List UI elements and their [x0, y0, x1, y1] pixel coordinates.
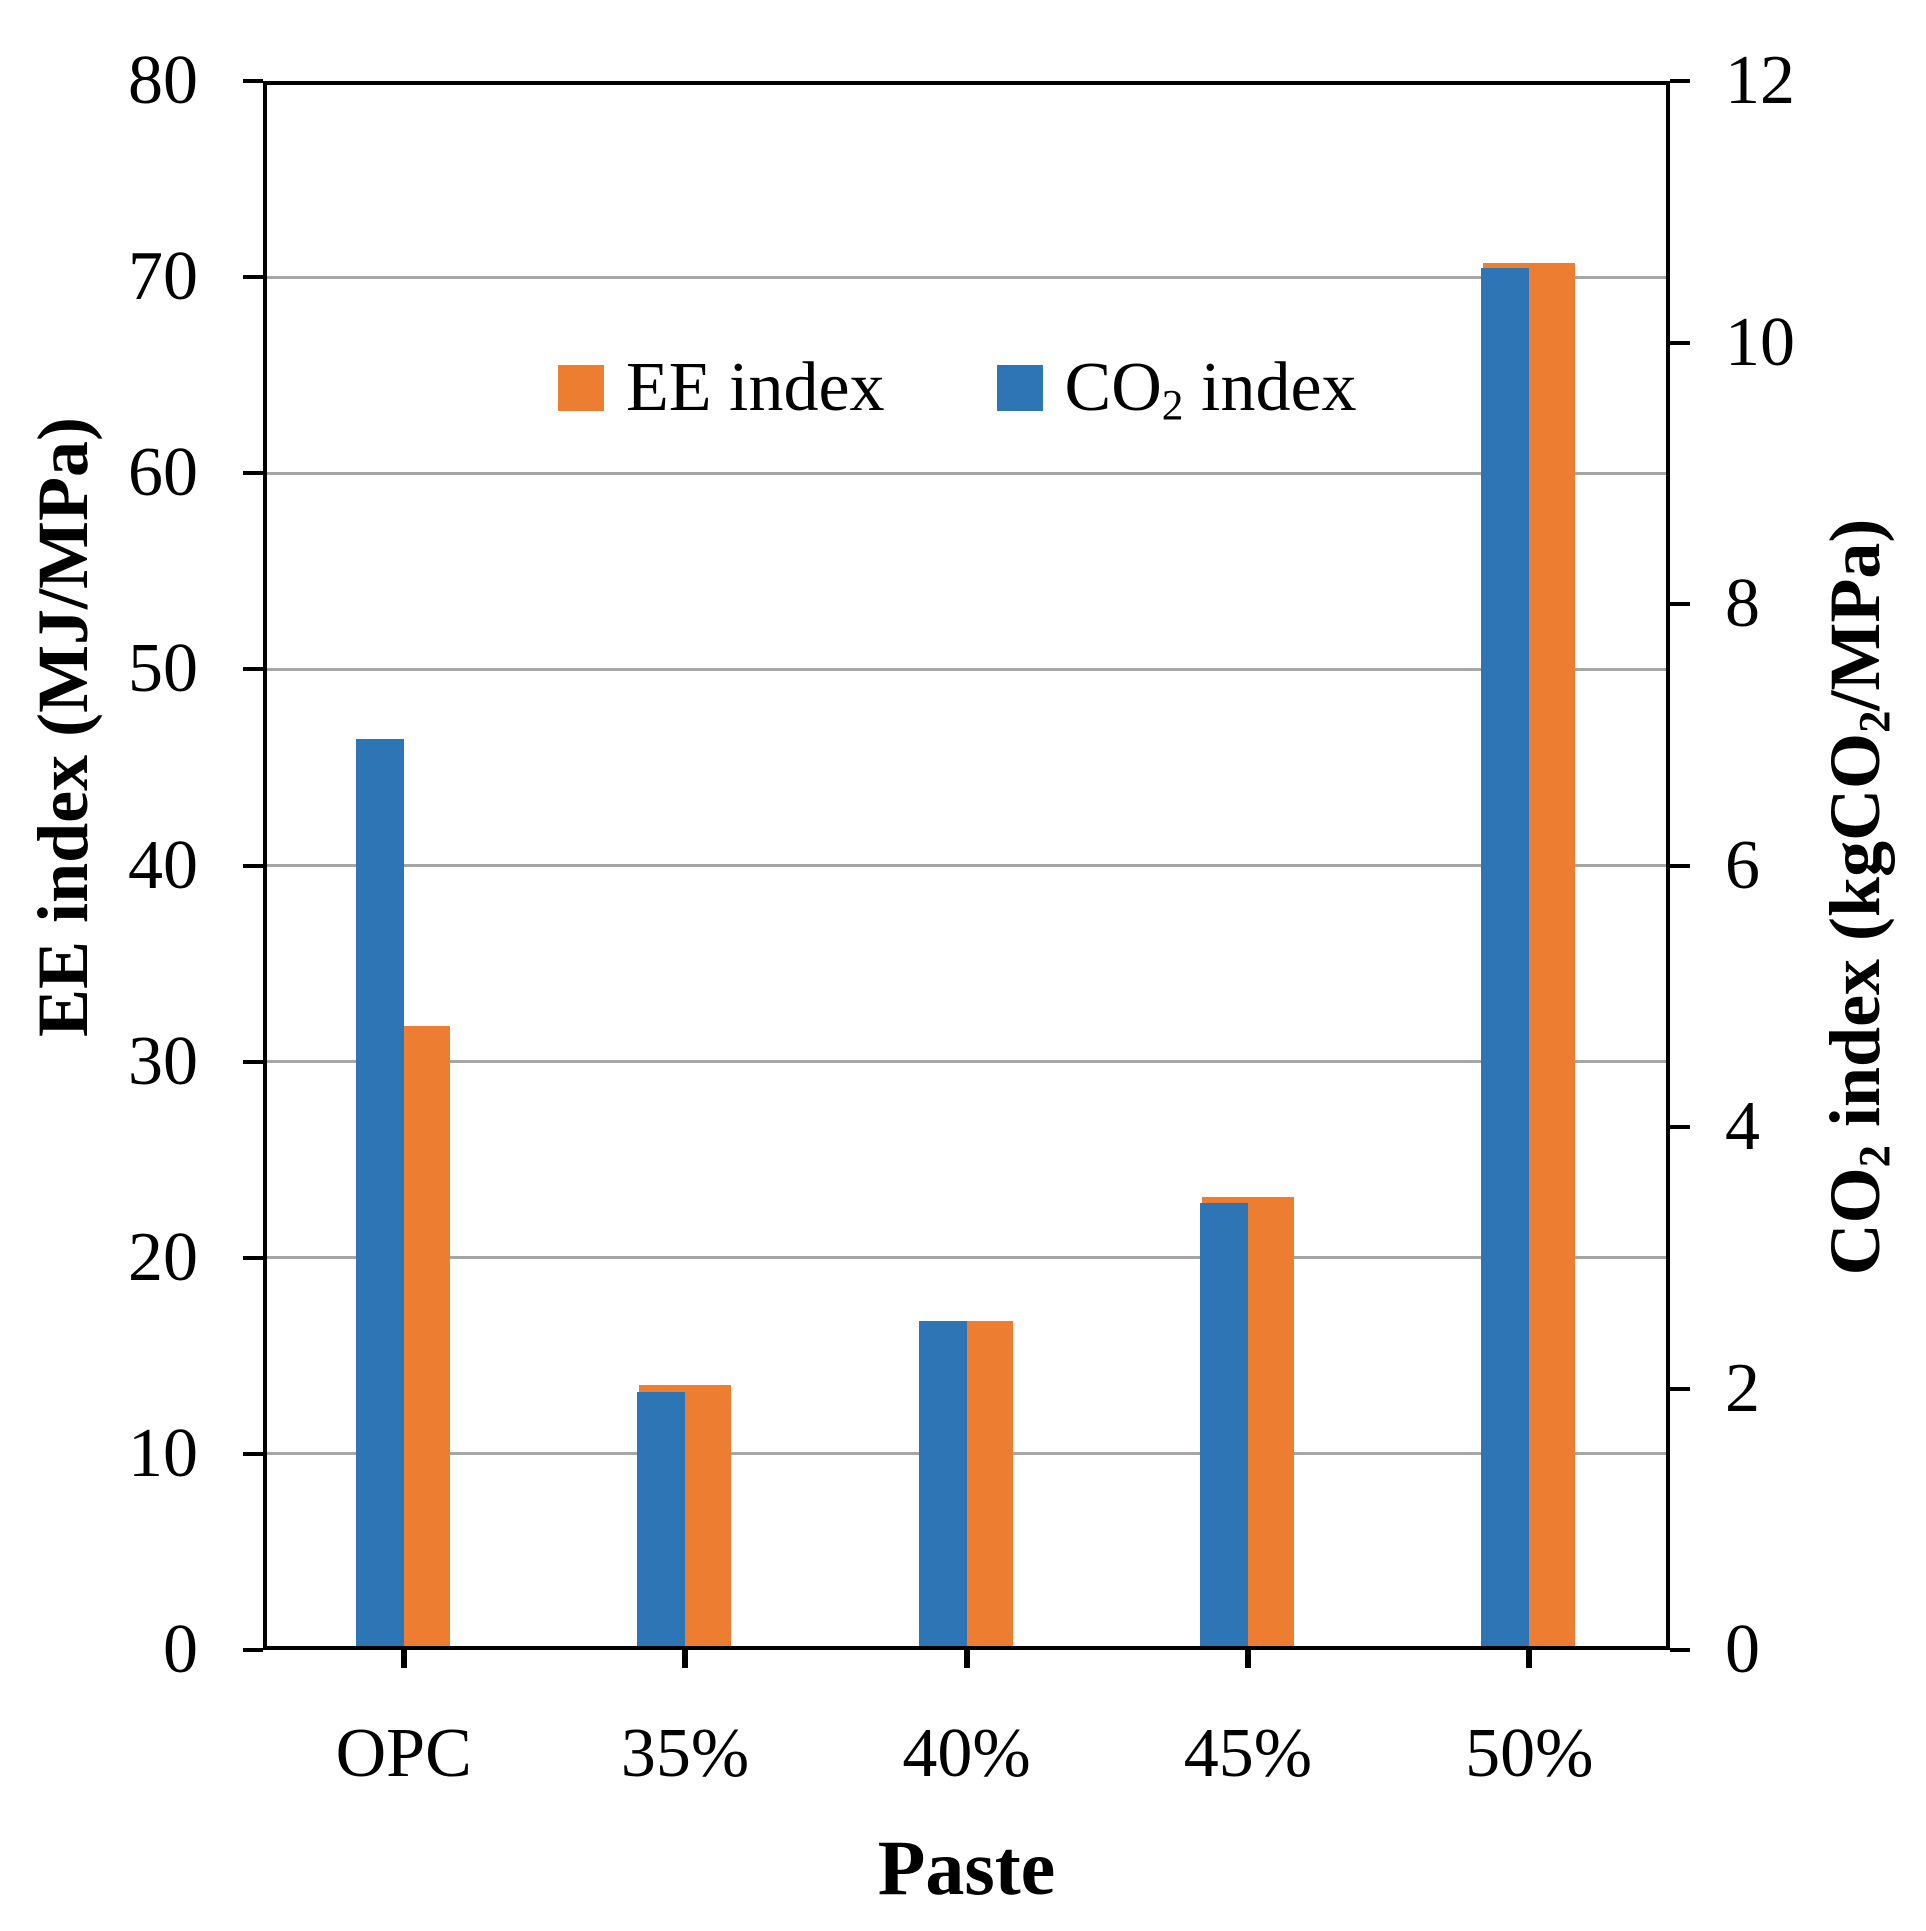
right-axis-tick-label: 2	[1725, 1349, 1760, 1427]
right-axis-tick-label: 4	[1725, 1088, 1760, 1165]
legend-item-co2-index: CO2 index	[996, 349, 1357, 428]
left-axis-tick-label: 20	[128, 1218, 198, 1296]
left-axis-tick-label: 60	[128, 434, 198, 512]
bar-co2-index	[1199, 1202, 1248, 1650]
ee-index-legend-swatch	[558, 365, 604, 411]
left-axis-tick-label: 0	[163, 1611, 198, 1688]
gridline	[263, 1060, 1670, 1064]
x-axis-tick	[1244, 1650, 1251, 1668]
right-axis-tick	[1670, 602, 1690, 606]
left-axis-tick-label: 70	[128, 238, 198, 316]
left-axis-tick	[243, 1059, 263, 1064]
co2-label-post: index	[1183, 349, 1357, 426]
right-title-part: index (kgCO	[1815, 732, 1895, 1145]
x-axis-tick-label: 50%	[1465, 1715, 1594, 1792]
gridline	[263, 471, 1670, 475]
right-title-sub: 2	[1848, 710, 1899, 733]
x-axis-tick-label: 35%	[620, 1715, 750, 1792]
left-axis-tick	[243, 1648, 263, 1652]
left-axis-tick	[243, 863, 263, 868]
ee-index-legend-label: EE index	[626, 349, 885, 426]
right-axis-tick	[1670, 1648, 1690, 1652]
left-axis-tick	[243, 79, 263, 83]
left-axis-tick	[243, 471, 263, 476]
left-axis-tick	[243, 1451, 263, 1456]
x-axis-tick	[400, 1650, 407, 1668]
x-axis-tick-label: 45%	[1183, 1715, 1313, 1792]
x-axis-tick	[963, 1650, 970, 1668]
right-title-part: CO	[1815, 1167, 1895, 1276]
right-axis-tick	[1670, 1386, 1690, 1391]
co2-index-legend-swatch	[996, 365, 1043, 411]
right-axis-tick-label: 6	[1725, 826, 1760, 904]
bar-co2-index	[355, 738, 404, 1650]
legend-item-ee-index: EE index	[558, 351, 885, 425]
left-axis-tick	[243, 1255, 263, 1260]
right-axis-tick-label: 12	[1725, 42, 1795, 119]
left-axis-tick-label: 10	[128, 1414, 198, 1492]
co2-label-pre: CO	[1064, 349, 1162, 426]
bar-co2-index	[918, 1320, 967, 1650]
gridline	[263, 667, 1670, 671]
legend: EE index CO2 index	[558, 349, 1357, 428]
gridline	[263, 275, 1670, 279]
right-axis-tick-label: 0	[1725, 1611, 1760, 1688]
right-axis-tick	[1670, 79, 1690, 83]
left-axis-tick	[243, 667, 263, 672]
left-axis-tick-label: 50	[128, 630, 198, 708]
left-axis-tick-label: 30	[128, 1022, 198, 1100]
x-axis-tick-label: OPC	[335, 1715, 472, 1792]
right-axis-tick	[1670, 340, 1690, 345]
gridline	[263, 1256, 1670, 1260]
x-axis-tick-label: 40%	[902, 1715, 1031, 1792]
left-axis-tick	[243, 275, 263, 280]
right-axis-tick-label: 8	[1725, 565, 1760, 642]
right-axis-tick-label: 10	[1725, 303, 1795, 381]
left-axis-tick-label: 80	[128, 42, 198, 119]
left-axis-tick-label: 40	[128, 826, 198, 904]
co2-label-sub: 2	[1161, 381, 1184, 430]
bar-co2-index	[637, 1392, 686, 1650]
co2-index-legend-label: CO2 index	[1064, 349, 1357, 428]
x-axis-title: Paste	[877, 1824, 1056, 1911]
right-axis-tick	[1670, 1125, 1690, 1129]
gridline	[263, 864, 1670, 867]
x-axis-tick	[1526, 1650, 1533, 1668]
bar-co2-index	[1481, 267, 1530, 1650]
x-axis-tick	[682, 1650, 689, 1668]
right-axis-tick	[1670, 863, 1690, 868]
